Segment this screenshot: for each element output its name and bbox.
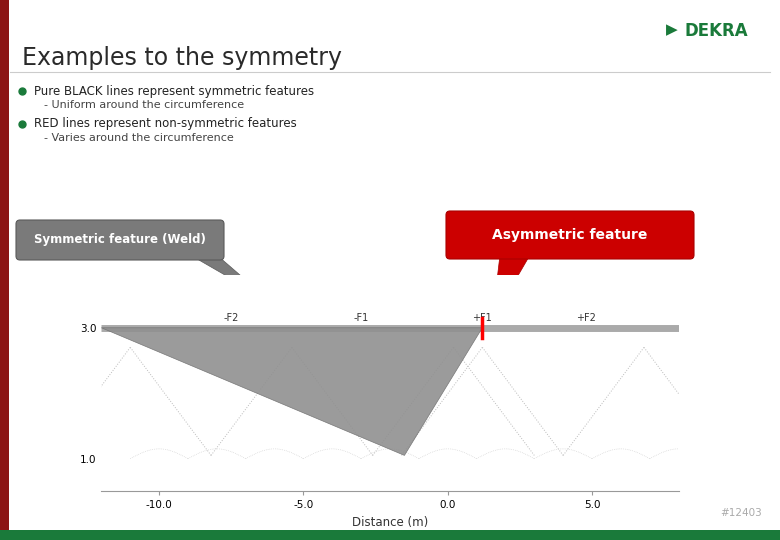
Text: RED lines represent non-symmetric features: RED lines represent non-symmetric featur…: [34, 118, 296, 131]
Text: ▶: ▶: [666, 22, 678, 37]
Text: -F2: -F2: [224, 313, 239, 323]
FancyBboxPatch shape: [16, 220, 224, 260]
Text: #12403: #12403: [720, 508, 762, 518]
Polygon shape: [492, 255, 530, 320]
Text: Pure BLACK lines represent symmetric features: Pure BLACK lines represent symmetric fea…: [34, 84, 314, 98]
Text: - Uniform around the circumference: - Uniform around the circumference: [44, 100, 244, 110]
Polygon shape: [192, 256, 270, 301]
X-axis label: Distance (m): Distance (m): [352, 516, 428, 529]
Text: DEKRA: DEKRA: [685, 22, 749, 40]
Text: Examples to the symmetry: Examples to the symmetry: [22, 46, 342, 70]
Text: - Varies around the circumference: - Varies around the circumference: [44, 133, 234, 143]
Text: +F2: +F2: [576, 313, 596, 323]
Text: +F1: +F1: [473, 313, 492, 323]
Text: -F1: -F1: [353, 313, 369, 323]
Text: Symmetric feature (Weld): Symmetric feature (Weld): [34, 233, 206, 246]
Text: Asymmetric feature: Asymmetric feature: [492, 228, 647, 242]
Polygon shape: [101, 328, 482, 455]
FancyBboxPatch shape: [446, 211, 694, 259]
